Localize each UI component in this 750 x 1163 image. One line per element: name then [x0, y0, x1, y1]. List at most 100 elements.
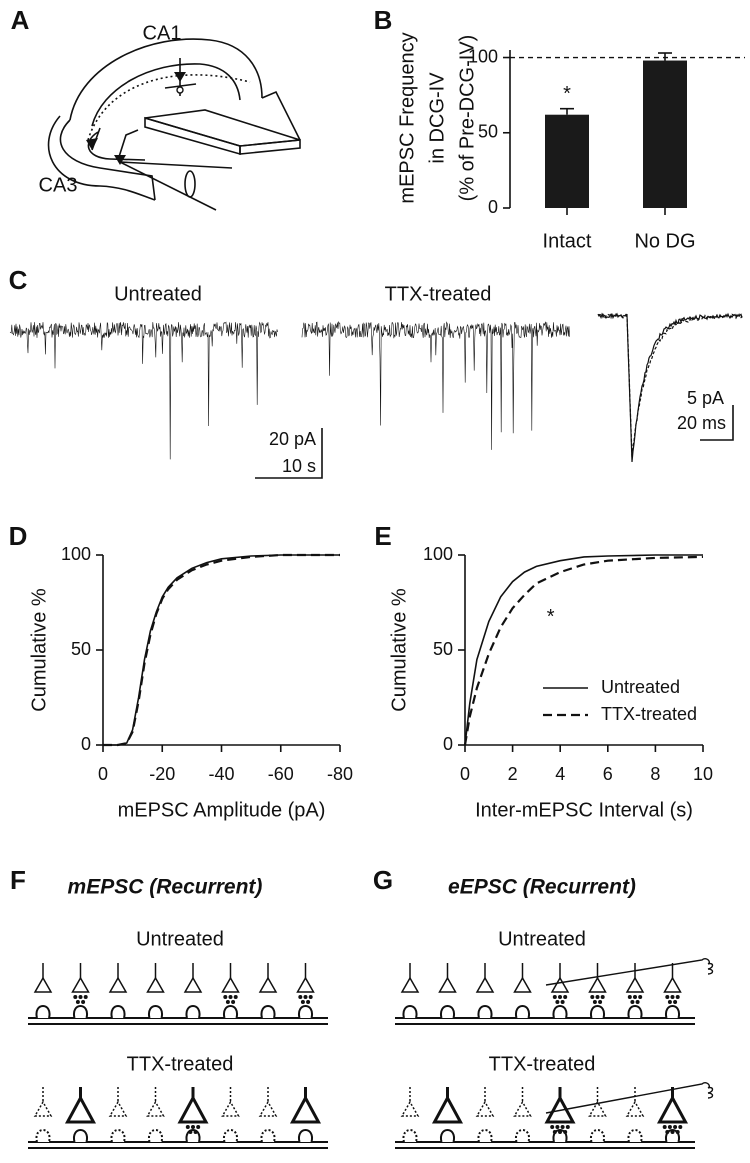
vesicle [563, 995, 568, 999]
vesicle [665, 1130, 670, 1134]
soma [71, 976, 90, 993]
synapse [477, 1005, 493, 1019]
vesicle [191, 1125, 195, 1129]
y-tick-label: 0 [488, 197, 498, 217]
synapse [223, 1005, 238, 1019]
vesicle [555, 1125, 560, 1129]
current-trace [301, 320, 570, 450]
vesicle [550, 1125, 555, 1129]
soma [183, 976, 203, 993]
slice-cut [239, 139, 301, 155]
ca1-inner [91, 63, 241, 127]
x-tick-label: 10 [693, 764, 713, 784]
vesicle [595, 995, 600, 999]
legend-label: TTX-treated [601, 704, 697, 724]
synapse [110, 1005, 126, 1019]
vesicle [665, 995, 670, 999]
x-tick-label: -40 [208, 764, 234, 784]
soma [33, 976, 53, 993]
schaffer-path [87, 74, 251, 141]
current-trace [9, 321, 278, 460]
x-tick-label: 0 [98, 764, 108, 784]
vesicle [185, 1125, 190, 1129]
significance-marker: * [547, 606, 555, 628]
vesicle [662, 1125, 667, 1129]
row-label: TTX-treated [489, 1053, 596, 1075]
panel-letter: G [373, 865, 393, 895]
electrode [119, 161, 233, 211]
x-axis-label: mEPSC Amplitude (pA) [118, 799, 326, 821]
ca3-neuron [91, 127, 139, 161]
cumulative-line [103, 554, 340, 746]
vesicle [565, 1125, 570, 1129]
soma [221, 976, 240, 993]
synapse [515, 1005, 530, 1019]
synapse [627, 1005, 643, 1019]
synapse [590, 1005, 605, 1019]
row-label: Untreated [498, 928, 586, 950]
synapse [515, 1129, 530, 1143]
schematic-title: mEPSC (Recurrent) [68, 876, 263, 899]
soma [475, 976, 495, 993]
synapse [223, 1129, 238, 1143]
vesicle [667, 1000, 672, 1004]
soma [625, 1100, 645, 1117]
x-tick-label: 6 [603, 764, 613, 784]
cumulative-line [464, 554, 703, 746]
stimulating-electrode [545, 957, 714, 986]
vesicle [78, 995, 83, 999]
soma [258, 976, 278, 993]
soma [656, 1094, 689, 1124]
panel-letter: F [10, 865, 26, 895]
vesicle [590, 995, 595, 999]
ca3-inner [59, 119, 156, 201]
ca3-outer [47, 115, 156, 201]
vesicle [233, 995, 238, 999]
synapse [260, 1005, 276, 1019]
soma [513, 976, 532, 993]
vesicle [598, 1000, 603, 1004]
soma [177, 1094, 209, 1124]
y-axis-label: (% of Pre-DCG-IV) [456, 35, 478, 202]
soma [431, 1094, 464, 1124]
vesicle [300, 1000, 305, 1004]
vesicle [670, 995, 675, 999]
vesicle [552, 1130, 557, 1134]
y-axis-label: Cumulative % [28, 588, 50, 712]
synapse [35, 1129, 51, 1143]
soma [400, 1100, 420, 1117]
slice-cut [144, 116, 241, 156]
synapse [35, 1005, 51, 1019]
vesicle [560, 1125, 565, 1129]
panel-letter: A [11, 5, 30, 35]
soma [258, 1100, 278, 1117]
soma [588, 1100, 607, 1117]
y-axis-label: in DCG-IV [426, 72, 448, 164]
vesicle [678, 1125, 683, 1129]
vesicle [563, 1130, 568, 1134]
ca3-soma [114, 155, 126, 165]
soma [550, 976, 570, 993]
vesicle [75, 1000, 80, 1004]
soma [108, 1100, 128, 1117]
vesicle [592, 1000, 597, 1004]
x-tick-label: Intact [543, 230, 592, 252]
y-tick-label: 0 [81, 734, 91, 754]
vesicle [627, 995, 632, 999]
region-label: CA3 [39, 174, 78, 196]
x-tick-label: -20 [149, 764, 175, 784]
vesicle [600, 995, 605, 999]
vesicle [673, 1125, 678, 1129]
x-axis-label: Inter-mEPSC Interval (s) [475, 799, 693, 821]
vesicle [188, 1130, 193, 1134]
trace-label: Untreated [114, 283, 202, 305]
ca1-synapse [176, 86, 184, 94]
synapse [298, 1129, 313, 1143]
vesicle [83, 995, 88, 999]
vesicle [638, 995, 643, 999]
y-tick-label: 50 [433, 639, 453, 659]
hippocampus-diagram: CA1 CA3 [39, 22, 301, 211]
soma [146, 976, 165, 993]
x-tick-label: 4 [555, 764, 565, 784]
dentate-gyrus [87, 131, 146, 161]
